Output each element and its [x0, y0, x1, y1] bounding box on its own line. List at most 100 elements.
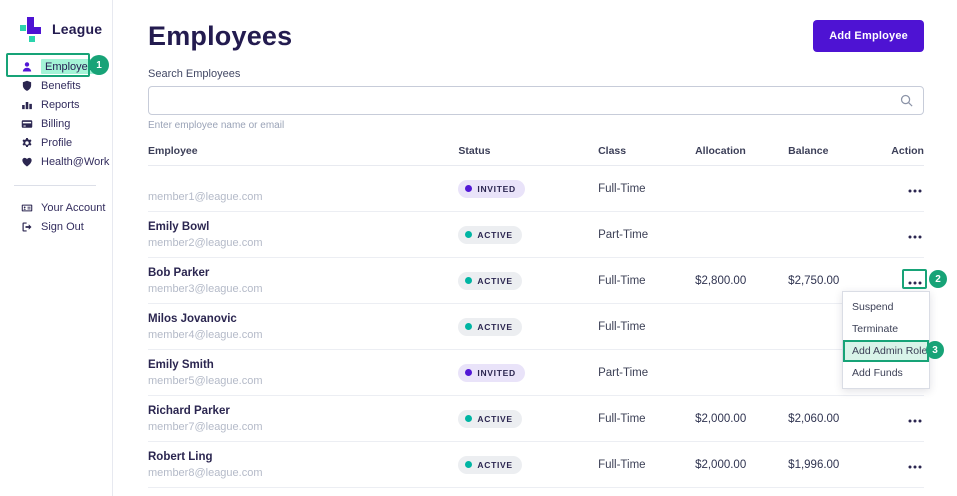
shield-icon [20, 79, 33, 92]
status-dot-icon [465, 415, 473, 423]
employee-allocation: $2,000.00 [695, 412, 747, 425]
sidebar-item-profile[interactable]: Profile [0, 133, 112, 152]
table-row: Emily Bowl member2@league.com ACTIVE Par… [148, 212, 924, 258]
column-header-class: Class [598, 145, 627, 157]
ellipsis-icon [908, 235, 922, 238]
sidebar-item-label: Your Account [41, 201, 106, 214]
employee-name: Bob Parker [148, 266, 210, 279]
logo-text: League [52, 21, 103, 37]
sidebar-item-label: Employees [41, 59, 104, 74]
row-actions-button[interactable] [906, 278, 924, 288]
sidebar-item-reports[interactable]: Reports [0, 95, 112, 114]
column-header-employee: Employee [148, 145, 198, 157]
status-dot-icon [465, 369, 473, 377]
employee-balance: $1,996.00 [788, 458, 840, 471]
sidebar-item-sign-out[interactable]: Sign Out [0, 217, 112, 236]
sidebar-item-label: Billing [41, 117, 71, 130]
search-input[interactable] [148, 86, 924, 115]
sidebar-footer-nav: Your Account Sign Out [0, 198, 112, 236]
employee-name: Emily Smith [148, 358, 214, 371]
table-row: Richard Parker member7@league.com ACTIVE… [148, 396, 924, 442]
employee-name: Milos Jovanovic [148, 312, 237, 325]
status-dot-icon [465, 231, 473, 239]
employee-class: Full-Time [598, 274, 646, 287]
row-actions-button[interactable] [906, 232, 924, 242]
employee-email: member1@league.com [148, 190, 263, 203]
employee-email: member2@league.com [148, 236, 263, 249]
page-title: Employees [148, 20, 293, 51]
sidebar-item-label: Reports [41, 98, 80, 111]
sidebar-item-health-at-work[interactable]: Health@Work [0, 152, 112, 171]
sidebar-divider [14, 185, 96, 186]
employee-email: member4@league.com [148, 328, 263, 341]
employee-name: Richard Parker [148, 404, 230, 417]
employee-email: member8@league.com [148, 466, 263, 479]
menu-item-add-funds[interactable]: Add Funds [852, 366, 903, 379]
row-actions-button[interactable] [906, 186, 924, 196]
heart-icon [20, 155, 33, 168]
ellipsis-icon [908, 465, 922, 468]
employee-name: Emily Bowl [148, 220, 210, 233]
employee-email: member3@league.com [148, 282, 263, 295]
sidebar-item-your-account[interactable]: Your Account [0, 198, 112, 217]
sidebar-item-label: Benefits [41, 79, 81, 92]
employee-name [148, 175, 458, 187]
search-helper-text: Enter employee name or email [148, 120, 285, 131]
status-badge: INVITED [458, 363, 525, 382]
credit-card-icon [20, 117, 33, 130]
table-row: Milos Jovanovic member4@league.com ACTIV… [148, 304, 924, 350]
row-actions-button[interactable] [906, 416, 924, 426]
status-badge: ACTIVE [458, 271, 522, 290]
status-badge: INVITED [458, 179, 525, 198]
employee-email: member7@league.com [148, 420, 263, 433]
employee-class: Full-Time [598, 458, 646, 471]
column-header-status: Status [458, 145, 491, 157]
menu-item-add-admin-role[interactable]: Add Admin Role [843, 340, 929, 362]
sidebar-item-benefits[interactable]: Benefits [0, 76, 112, 95]
menu-item-suspend[interactable]: Suspend [852, 300, 894, 313]
add-employee-button[interactable]: Add Employee [813, 20, 924, 52]
employee-name: Robert Ling [148, 450, 213, 463]
employee-balance: $2,750.00 [788, 274, 840, 287]
status-dot-icon [465, 461, 473, 469]
table-row: Bob Parker member3@league.com ACTIVE Ful… [148, 258, 924, 304]
main-content: Employees Add Employee Search Employees … [113, 0, 957, 496]
employee-class: Full-Time [598, 320, 646, 333]
bar-chart-icon [20, 98, 33, 111]
employee-allocation: $2,000.00 [695, 458, 747, 471]
status-dot-icon [465, 323, 473, 331]
employee-allocation: $2,800.00 [695, 274, 747, 287]
employee-class: Part-Time [598, 366, 649, 379]
table-row: Robert Ling member8@league.com ACTIVE Fu… [148, 442, 924, 488]
app-logo: League [0, 16, 112, 42]
sidebar-item-label: Profile [41, 136, 73, 149]
employee-class: Part-Time [598, 228, 649, 241]
sidebar-item-billing[interactable]: Billing [0, 114, 112, 133]
row-actions-menu: Suspend Terminate Add Admin Role Add Fun… [842, 291, 930, 389]
employees-table: Employee Status Class Allocation Balance… [148, 145, 924, 488]
employee-email: member5@league.com [148, 374, 263, 387]
column-header-balance: Balance [788, 145, 829, 157]
sidebar-item-employees[interactable]: Employees [0, 57, 112, 76]
column-header-allocation: Allocation [695, 145, 746, 157]
table-row: Emily Smith member5@league.com INVITED P… [148, 350, 924, 396]
search-icon [900, 94, 913, 107]
sidebar-nav: Employees Benefits Reports Billing Profi… [0, 57, 112, 171]
sidebar: League Employees Benefits Reports Billin… [0, 0, 113, 496]
sidebar-item-label: Sign Out [41, 220, 84, 233]
column-header-action: Action [891, 145, 924, 157]
sidebar-item-label: Health@Work [41, 155, 110, 168]
gear-icon [20, 136, 33, 149]
table-header-row: Employee Status Class Allocation Balance… [148, 145, 924, 166]
status-dot-icon [465, 277, 473, 285]
search-label: Search Employees [148, 68, 241, 80]
ellipsis-icon [908, 281, 922, 284]
row-actions-button[interactable] [906, 462, 924, 472]
ellipsis-icon [908, 189, 922, 192]
employee-balance: $2,060.00 [788, 412, 840, 425]
user-icon [20, 60, 33, 73]
menu-item-terminate[interactable]: Terminate [852, 322, 899, 335]
league-logo-icon [19, 16, 45, 42]
table-row: member1@league.com INVITED Full-Time [148, 166, 924, 212]
status-dot-icon [465, 185, 473, 193]
